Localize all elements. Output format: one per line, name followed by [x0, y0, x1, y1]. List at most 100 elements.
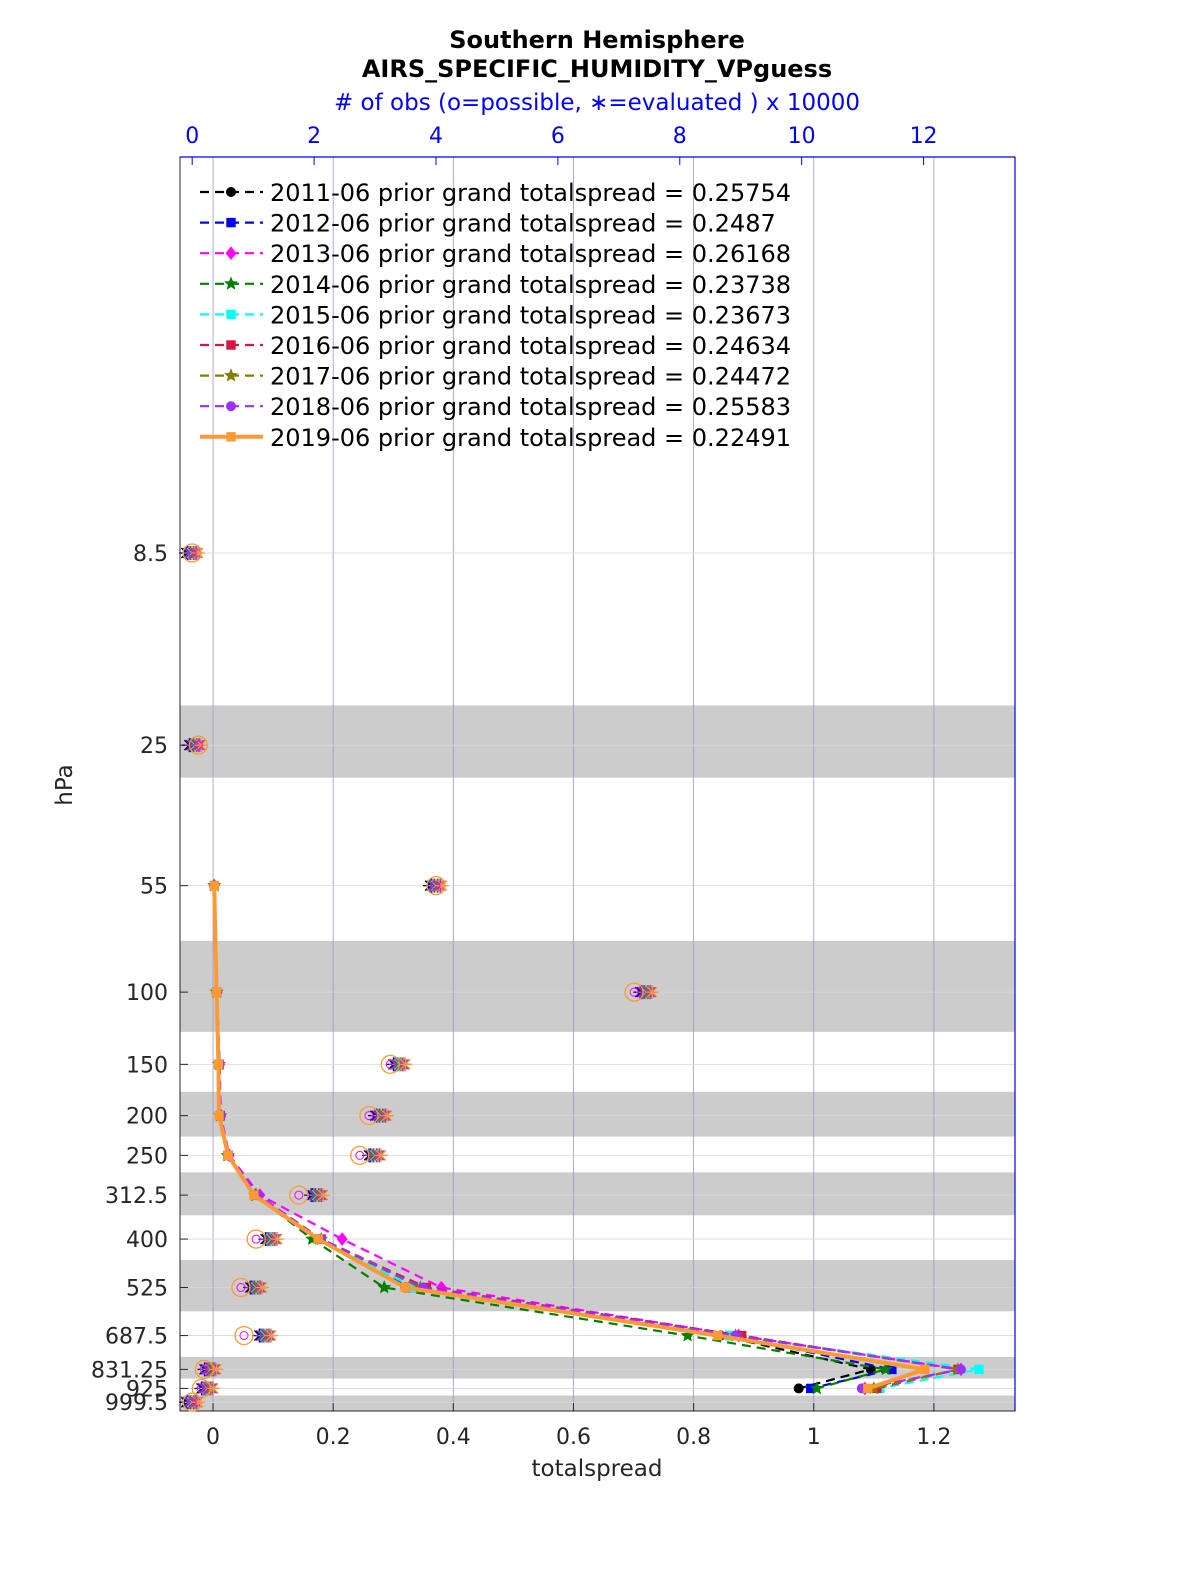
- obs-possible-inner-marker: [236, 1283, 246, 1293]
- series-point: [920, 1364, 930, 1375]
- x-axis-ticks: 0 0.2 0.4 0.6 0.8 1 1.2: [206, 1403, 951, 1450]
- legend-entry: 2014-06 prior grand totalspread = 0.2373…: [270, 271, 791, 299]
- obs-evaluated-marker: [398, 1057, 413, 1072]
- series-lines: [207, 878, 984, 1396]
- top-axis-ticks: 0 2 4 6 8 10 12: [185, 124, 938, 165]
- x-tick-label: 1: [807, 1425, 821, 1450]
- y-tick-label: 525: [126, 1277, 168, 1302]
- obs-count-markers: [179, 543, 660, 1412]
- y-axis-ticks: 8.5 25 55 100 150 200 250 312.5 400 525 687.5 831.2…: [91, 542, 188, 1416]
- obs-possible-marker: [350, 1145, 370, 1166]
- shaded-band: [180, 1172, 1015, 1216]
- series-point: [955, 1364, 966, 1375]
- shaded-band: [180, 1260, 1015, 1312]
- top-tick-label: 0: [185, 124, 199, 149]
- y-tick-label: 100: [126, 981, 168, 1006]
- series-point: [223, 1150, 233, 1161]
- legend-entry: 2019-06 prior grand totalspread = 0.2249…: [270, 424, 791, 452]
- legend-marker: [225, 246, 237, 261]
- shaded-band: [180, 705, 1015, 778]
- obs-possible-inner-marker: [187, 548, 197, 558]
- y-tick-label: 400: [126, 1228, 168, 1253]
- top-tick-label: 6: [551, 124, 565, 149]
- legend-marker: [226, 217, 236, 228]
- obs-possible-inner-marker: [294, 1190, 304, 1200]
- series-point: [878, 1362, 893, 1376]
- legend-entry: 2012-06 prior grand totalspread = 0.2487: [270, 210, 776, 238]
- series-point: [249, 1190, 259, 1200]
- obs-possible-marker: [182, 1392, 202, 1412]
- obs-possible-inner-marker: [629, 987, 639, 997]
- obs-possible-inner-marker: [196, 1383, 206, 1393]
- legend-marker: [224, 276, 238, 290]
- obs-evaluated-stroke: [375, 1149, 387, 1161]
- obs-evaluated-marker: [434, 878, 449, 893]
- grid-lines: [180, 157, 1015, 1411]
- obs-possible-marker: [234, 1325, 254, 1346]
- y-tick-label: 250: [126, 1144, 168, 1169]
- series-point: [313, 1234, 323, 1244]
- x-tick-label: 0.2: [316, 1425, 351, 1450]
- top-tick-label: 4: [429, 124, 443, 149]
- legend-entry: 2013-06 prior grand totalspread = 0.2616…: [270, 240, 791, 268]
- legend-marker: [226, 187, 236, 197]
- y-tick-label: 687.5: [105, 1325, 168, 1350]
- obs-evaluated-stroke: [317, 1189, 329, 1201]
- legend-entry: 2015-06 prior grand totalspread = 0.2367…: [270, 301, 791, 329]
- obs-possible-inner-marker: [251, 1234, 261, 1244]
- obs-evaluated-stroke: [265, 1330, 277, 1341]
- obs-evaluated-marker: [380, 1108, 395, 1123]
- y-tick-label: 999.5: [105, 1391, 168, 1416]
- x-tick-label: 0.6: [556, 1425, 591, 1450]
- y-tick-label: 312.5: [105, 1184, 168, 1209]
- shaded-band: [180, 1091, 1015, 1137]
- series-point: [809, 1381, 824, 1395]
- obs-evaluated-marker: [191, 546, 206, 560]
- x-tick-label: 0.8: [676, 1425, 711, 1450]
- obs-possible-inner-marker: [193, 740, 203, 750]
- series-point: [336, 1232, 348, 1246]
- obs-evaluated-stroke: [646, 986, 658, 998]
- y-tick-label: 925: [126, 1377, 168, 1402]
- obs-possible-marker: [289, 1185, 309, 1205]
- obs-possible-marker: [182, 543, 202, 563]
- series-point: [211, 987, 222, 997]
- obs-possible-marker: [359, 1105, 379, 1126]
- obs-possible-inner-marker: [364, 1111, 374, 1121]
- obs-evaluated-marker: [270, 1232, 285, 1247]
- top-axis-label: # of obs (o=possible, ∗=evaluated ) x 10…: [334, 90, 860, 116]
- x-tick-label: 1.2: [916, 1425, 951, 1450]
- obs-evaluated-marker: [255, 1280, 270, 1295]
- legend-marker: [226, 309, 236, 320]
- shaded-band: [180, 1356, 1015, 1379]
- series-point: [974, 1364, 984, 1375]
- obs-possible-marker: [624, 982, 644, 1002]
- obs-possible-inner-marker: [355, 1150, 365, 1160]
- y-tick-label: 200: [126, 1105, 168, 1130]
- y-tick-label: 8.5: [133, 542, 168, 567]
- obs-possible-marker: [380, 1054, 400, 1075]
- obs-possible-inner-marker: [199, 1364, 209, 1374]
- obs-possible-marker: [246, 1229, 266, 1249]
- obs-possible-inner-marker: [239, 1331, 249, 1341]
- series-point: [209, 880, 219, 891]
- chart-title: Southern Hemisphere: [449, 26, 745, 54]
- top-tick-label: 10: [788, 124, 816, 149]
- series-point: [793, 1383, 804, 1394]
- legend-entry: 2017-06 prior grand totalspread = 0.2447…: [270, 363, 791, 391]
- legend-entry: 2016-06 prior grand totalspread = 0.2463…: [270, 332, 791, 360]
- obs-possible-inner-marker: [187, 1397, 197, 1407]
- legend-marker: [224, 368, 238, 382]
- shaded-band: [180, 1395, 1015, 1411]
- legend-marker: [226, 432, 236, 442]
- legend-marker: [226, 401, 236, 412]
- x-axis-label: totalspread: [532, 1456, 663, 1482]
- shaded-bands: [180, 705, 1015, 1411]
- obs-evaluated-stroke: [272, 1233, 283, 1245]
- x-tick-label: 0.4: [436, 1425, 471, 1450]
- obs-possible-marker: [426, 875, 446, 896]
- obs-possible-marker: [188, 735, 208, 755]
- y-tick-label: 55: [140, 875, 168, 900]
- series-point: [377, 1280, 392, 1294]
